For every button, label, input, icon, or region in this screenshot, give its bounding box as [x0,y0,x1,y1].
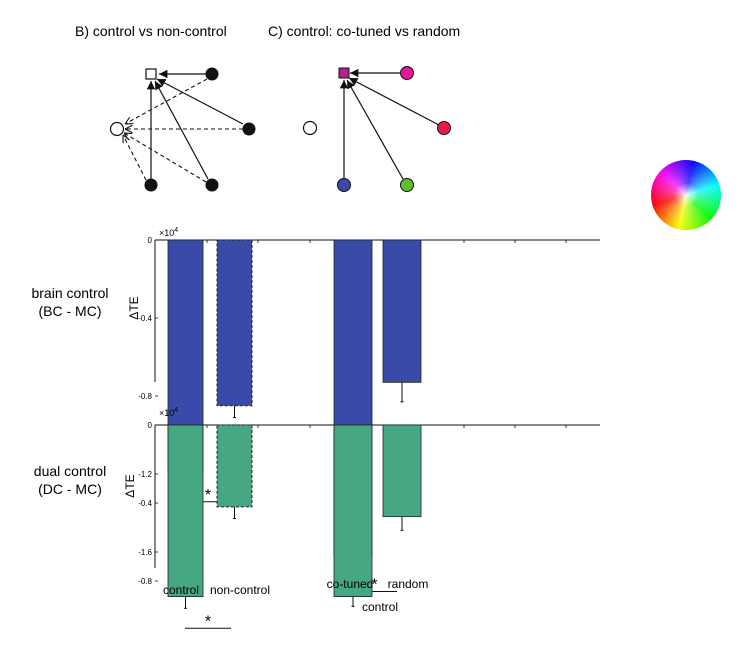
y-tick-label: -0.4 [138,314,152,323]
significance-star: * [205,487,211,504]
x-tick-label: non-control [210,583,270,597]
x-group-label: control [362,600,398,614]
color-wheel-legend [650,159,722,231]
panel-b-title: B) control vs non-control [75,23,227,39]
y-tick-label: -1.2 [138,470,152,479]
input-node-red [437,121,451,135]
y-axis-label: ΔTE [127,296,141,319]
bar-control [167,424,204,598]
color-wheel-center [651,160,721,230]
x-tick-label: control [163,583,199,597]
input-node-blue [337,178,351,192]
control-node-square [145,68,157,80]
bar-random [382,239,422,383]
y-tick-label: 0 [148,421,153,430]
y-tick-label: 0 [148,236,153,245]
x-axis-tick-labels: control non-control co-tuned random cont… [163,577,428,614]
x-tick-label: co-tuned [327,577,374,591]
axis-exponent: ×104 [159,407,178,418]
input-node [242,122,256,136]
input-node [144,178,158,192]
bar-non-control [216,424,253,508]
axis-exponent: ×104 [159,227,178,238]
y-axis-label: ΔTE [123,474,137,497]
significance-star: * [371,577,377,594]
non-control-node [302,120,318,136]
control-node-square [338,67,350,79]
y-tick-label: -1.6 [138,548,152,557]
x-tick-label: random [388,577,429,591]
panel-c-title: C) control: co-tuned vs random [268,23,460,39]
y-tick-label: -0.8 [138,392,152,401]
y-tick-label: -0.4 [138,499,152,508]
row-label-bc-mc: (BC - MC) [39,303,102,319]
row-label-dual-control: dual control [34,463,106,479]
input-node-pink [400,66,414,80]
y-tick-label: -0.8 [138,577,152,586]
input-node-green [400,178,414,192]
network-diagram-control-vs-noncontrol [109,67,256,192]
significance-star: * [205,613,211,630]
network-diagram-cotuned-vs-random [302,66,451,192]
bar-random [382,424,422,518]
row-label-brain-control: brain control [31,285,108,301]
input-node [205,178,219,192]
non-control-node [109,121,125,137]
bar-non-control [216,239,253,407]
bar-chart-dual-control: ΔTE ×104 0 -0.4 -0.8 -1.2 * [123,407,600,630]
row-label-dc-mc: (DC - MC) [38,481,102,497]
input-node [205,67,219,81]
bar-co-tuned [333,424,373,598]
